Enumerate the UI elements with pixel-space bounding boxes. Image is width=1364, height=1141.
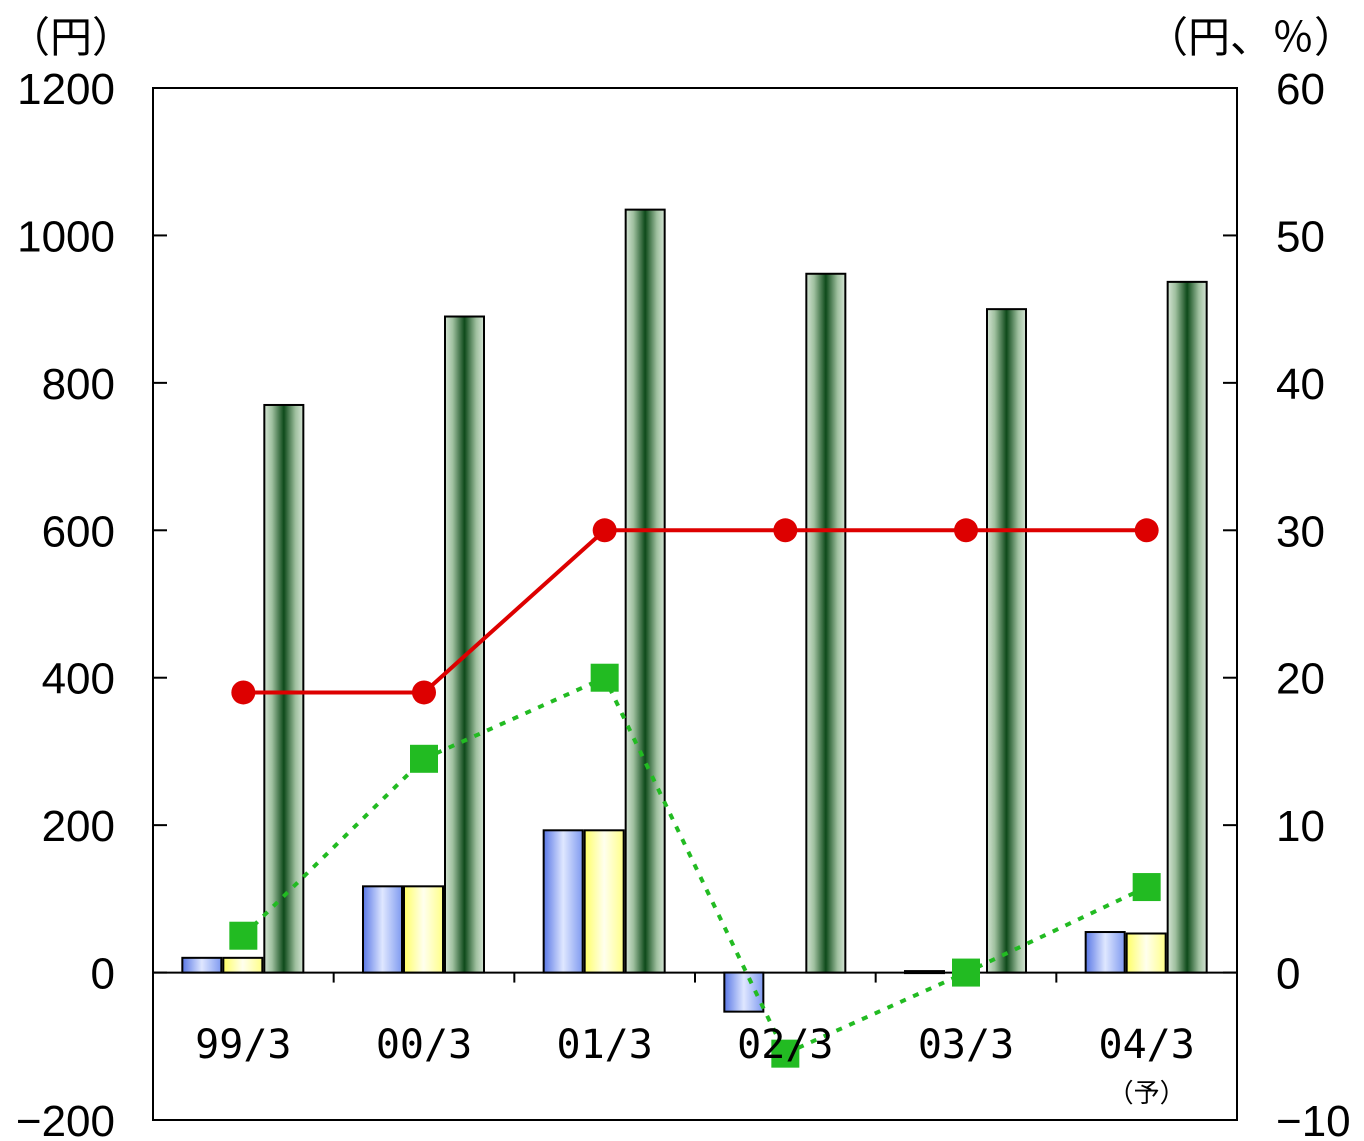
right-tick-label: 50 (1276, 212, 1325, 261)
category-label: 00/3 (376, 1022, 472, 1068)
bar-series-3 (263, 403, 305, 974)
right-tick-label: 20 (1276, 655, 1325, 704)
red-circle-marker (773, 518, 798, 543)
right-tick-label: 40 (1276, 360, 1325, 409)
bar-series-2 (403, 885, 444, 974)
left-tick-label: 1000 (17, 212, 115, 261)
left-tick-label: 0 (91, 950, 115, 999)
category-label: 02/3 (737, 1022, 833, 1068)
green-square-marker (1132, 873, 1161, 902)
green-square-marker (771, 1039, 800, 1068)
green-dotted-line-series (241, 675, 1148, 1057)
green-square-marker (410, 744, 438, 773)
left-tick-label: 200 (42, 802, 115, 851)
bar-series-1 (181, 956, 223, 974)
bar-series-3 (1166, 280, 1208, 974)
left-tick-label: 800 (42, 360, 115, 409)
left-tick-label: 1200 (17, 65, 115, 114)
right-tick-label: 30 (1276, 507, 1325, 556)
red-line-series (243, 528, 1147, 695)
category-label: 03/3 (918, 1022, 1014, 1068)
category-label: 99/3 (195, 1022, 291, 1068)
bar-series-2 (583, 829, 625, 974)
axes-layer (152, 87, 1238, 1121)
left-tick-label: 400 (42, 655, 115, 704)
bar-series-3 (986, 308, 1027, 974)
bars-layer (181, 208, 1208, 1013)
green-square-marker (952, 958, 980, 987)
bar-series-2 (1125, 932, 1167, 974)
red-circle-marker (412, 680, 436, 705)
bar-series-2 (222, 956, 264, 974)
red-circle-marker (231, 680, 256, 705)
red-circle-marker (1134, 518, 1159, 543)
category-label: 04/3 (1099, 1022, 1195, 1068)
left-axis-unit: （円） (8, 13, 134, 62)
green-square-marker (229, 921, 258, 950)
green-square-marker (590, 663, 619, 692)
bar-series-1 (362, 885, 403, 974)
category-label: 01/3 (557, 1022, 653, 1068)
lines-layer (229, 518, 1161, 1068)
bar-series-3 (805, 272, 847, 974)
red-circle-marker (954, 518, 978, 543)
right-axis-unit: （円、％） (1146, 13, 1356, 62)
plot-frame (152, 87, 1238, 1121)
left-tick-label: −200 (16, 1097, 115, 1141)
right-tick-label: −10 (1276, 1097, 1351, 1141)
right-tick-label: 0 (1276, 950, 1300, 999)
bar-series-1 (904, 970, 945, 975)
bar-series-1 (1084, 931, 1126, 974)
bar-series-3 (624, 208, 666, 974)
right-tick-label: 60 (1276, 65, 1325, 114)
red-circle-marker (592, 518, 617, 543)
labels-layer: −200 0 200 400 600 800 1000 1200 −10 0 10 20 30 40 50 6… (8, 13, 1356, 1141)
left-tick-label: 600 (42, 507, 115, 556)
right-tick-label: 10 (1276, 802, 1325, 851)
bar-series-1 (542, 829, 584, 974)
forecast-note: （予） (1108, 1079, 1186, 1109)
